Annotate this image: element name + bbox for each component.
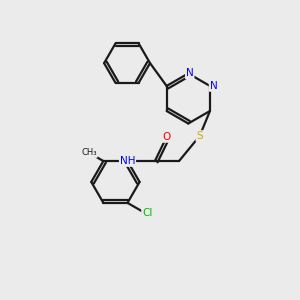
Text: Cl: Cl [142, 208, 152, 218]
Text: S: S [196, 131, 203, 141]
Text: CH₃: CH₃ [82, 148, 97, 158]
Text: N: N [210, 81, 218, 91]
Text: N: N [186, 68, 194, 78]
Text: O: O [163, 132, 171, 142]
Text: NH: NH [120, 156, 135, 166]
